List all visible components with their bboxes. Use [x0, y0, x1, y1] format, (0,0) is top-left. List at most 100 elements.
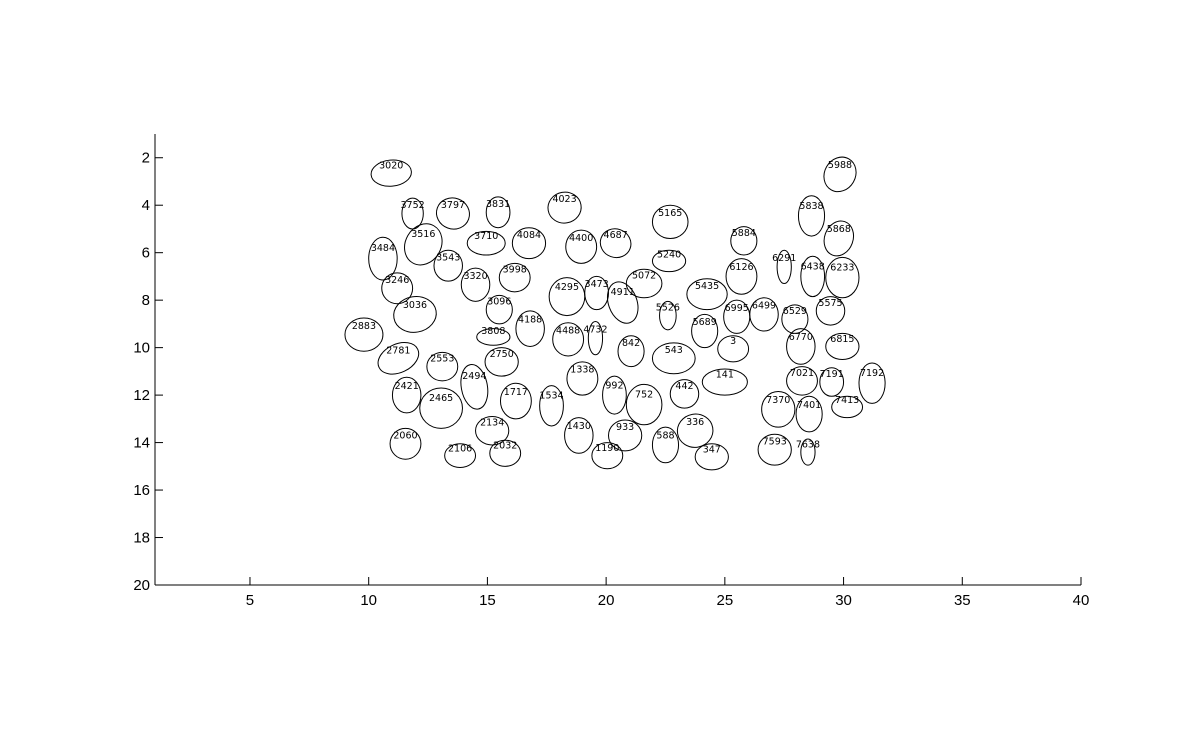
ellipse-outline — [725, 258, 758, 295]
ellipse-outline — [566, 361, 599, 396]
labeled-ellipse: 5988 — [823, 156, 857, 193]
ellipse-outline — [547, 191, 582, 224]
labeled-ellipse: 7593 — [757, 433, 792, 466]
ellipse-label: 3 — [730, 336, 736, 347]
labeled-ellipse: 1430 — [564, 417, 594, 454]
labeled-ellipse: 2465 — [419, 387, 463, 429]
ellipse-outline — [651, 426, 680, 464]
ellipse-outline — [444, 443, 477, 469]
labeled-ellipse: 4687 — [599, 228, 632, 259]
labeled-ellipse: 6815 — [825, 332, 860, 360]
ellipse-outline — [511, 227, 547, 260]
ellipse-label: 7021 — [790, 368, 814, 379]
labeled-ellipse: 7638 — [796, 438, 820, 466]
ellipse-label: 6529 — [783, 306, 807, 317]
ellipse-outline — [584, 275, 610, 311]
ellipse-outline — [489, 439, 522, 467]
y-axis-ticks: 2 4 6 8 10 12 14 16 18 20 — [133, 150, 163, 594]
ellipse-outline — [587, 321, 604, 356]
ellipse-label: 7413 — [835, 395, 859, 406]
x-tick-label: 25 — [717, 592, 734, 609]
labeled-ellipse: 6126 — [725, 258, 758, 295]
labeled-ellipse: 5240 — [651, 249, 687, 273]
labeled-ellipse: 6499 — [749, 297, 779, 332]
labeled-ellipse: 6438 — [800, 255, 826, 298]
ellipse-outline — [552, 322, 585, 357]
ellipse-outline — [370, 159, 412, 187]
ellipse-outline — [694, 443, 729, 471]
ellipse-outline — [819, 367, 845, 397]
labeled-ellipse: 5838 — [797, 195, 826, 237]
ellipse-outline — [485, 196, 511, 229]
labeled-ellipse: 2032 — [489, 439, 522, 467]
ellipse-outline — [669, 379, 700, 409]
ellipse-outline — [381, 272, 414, 305]
ellipse-label: 2134 — [480, 418, 504, 429]
labeled-ellipse: 7370 — [761, 391, 796, 428]
ellipse-label: 7638 — [796, 440, 820, 451]
ellipse-outline — [781, 304, 809, 334]
labeled-ellipse: 336 — [676, 413, 714, 448]
ellipse-label: 3831 — [486, 199, 510, 210]
y-tick-label: 8 — [142, 292, 150, 309]
ellipse-label: 1190 — [595, 443, 619, 454]
labeled-ellipse: 752 — [625, 383, 663, 426]
ellipse-outline — [797, 195, 826, 237]
labeled-ellipse: 3516 — [404, 223, 443, 266]
labeled-ellipse: 2134 — [475, 415, 510, 446]
ellipse-outline — [823, 220, 855, 257]
ellipse-outline — [515, 310, 545, 347]
ellipse-label: 2421 — [395, 381, 419, 392]
ellipse-outline — [858, 362, 886, 404]
ellipse-label: 3710 — [474, 231, 498, 242]
x-tick-label: 5 — [246, 592, 254, 609]
y-tick-label: 10 — [133, 340, 150, 357]
ellipse-label: 2494 — [462, 371, 486, 382]
x-tick-label: 40 — [1073, 592, 1090, 609]
labeled-ellipse: 3096 — [485, 294, 513, 325]
ellipse-label: 442 — [675, 381, 693, 392]
ellipse-outline — [795, 395, 823, 433]
ellipse-label: 7593 — [763, 436, 787, 447]
labeled-ellipse: 2750 — [484, 347, 519, 377]
ellipse-outline — [825, 256, 860, 299]
labeled-ellipse: 842 — [617, 335, 645, 368]
ellipse-label: 5240 — [657, 249, 681, 260]
labeled-ellipse: 1190 — [591, 442, 624, 470]
ellipse-outline — [498, 262, 531, 293]
ellipse-outline — [730, 226, 758, 256]
labeled-ellipse: 3320 — [460, 267, 491, 302]
ellipse-label: 336 — [686, 417, 704, 428]
ellipse-outline — [564, 417, 594, 454]
ellipse-outline — [686, 278, 728, 311]
labeled-ellipse: 2883 — [344, 317, 384, 352]
y-tick-label: 6 — [142, 245, 150, 262]
ellipse-label: 7191 — [820, 369, 844, 380]
labeled-ellipse: 7413 — [831, 395, 864, 419]
ellipse-label: 752 — [635, 390, 653, 401]
ellipse-label: 3473 — [585, 279, 609, 290]
ellipse-outline — [435, 197, 470, 230]
ellipse-outline — [499, 382, 532, 420]
labeled-ellipse: 4084 — [511, 227, 547, 260]
labeled-ellipse: 7191 — [819, 367, 845, 397]
ellipse-outline — [565, 229, 598, 264]
labeled-ellipse: 1338 — [566, 361, 599, 396]
axes: 5 10 15 20 25 30 35 40 2 4 6 8 10 12 14 16 18 20 — [133, 134, 1089, 609]
ellipse-label: 4295 — [555, 282, 579, 293]
labeled-ellipse: 1534 — [539, 385, 564, 427]
labeled-ellipse: 5072 — [625, 268, 663, 299]
labeled-ellipse: 933 — [608, 419, 643, 452]
y-tick-label: 12 — [133, 387, 150, 404]
ellipse-label: 5526 — [656, 303, 680, 314]
ellipse-label: 3752 — [401, 200, 425, 211]
ellipse-outline — [786, 328, 816, 365]
ellipse-label: 6815 — [830, 334, 854, 345]
ellipse-outline — [606, 281, 639, 324]
ellipse-outline — [831, 395, 864, 419]
ellipse-label: 7370 — [766, 395, 790, 406]
ellipse-label: 1717 — [504, 387, 528, 398]
ellipse-label: 5435 — [695, 281, 719, 292]
ellipse-label: 3096 — [487, 297, 511, 308]
